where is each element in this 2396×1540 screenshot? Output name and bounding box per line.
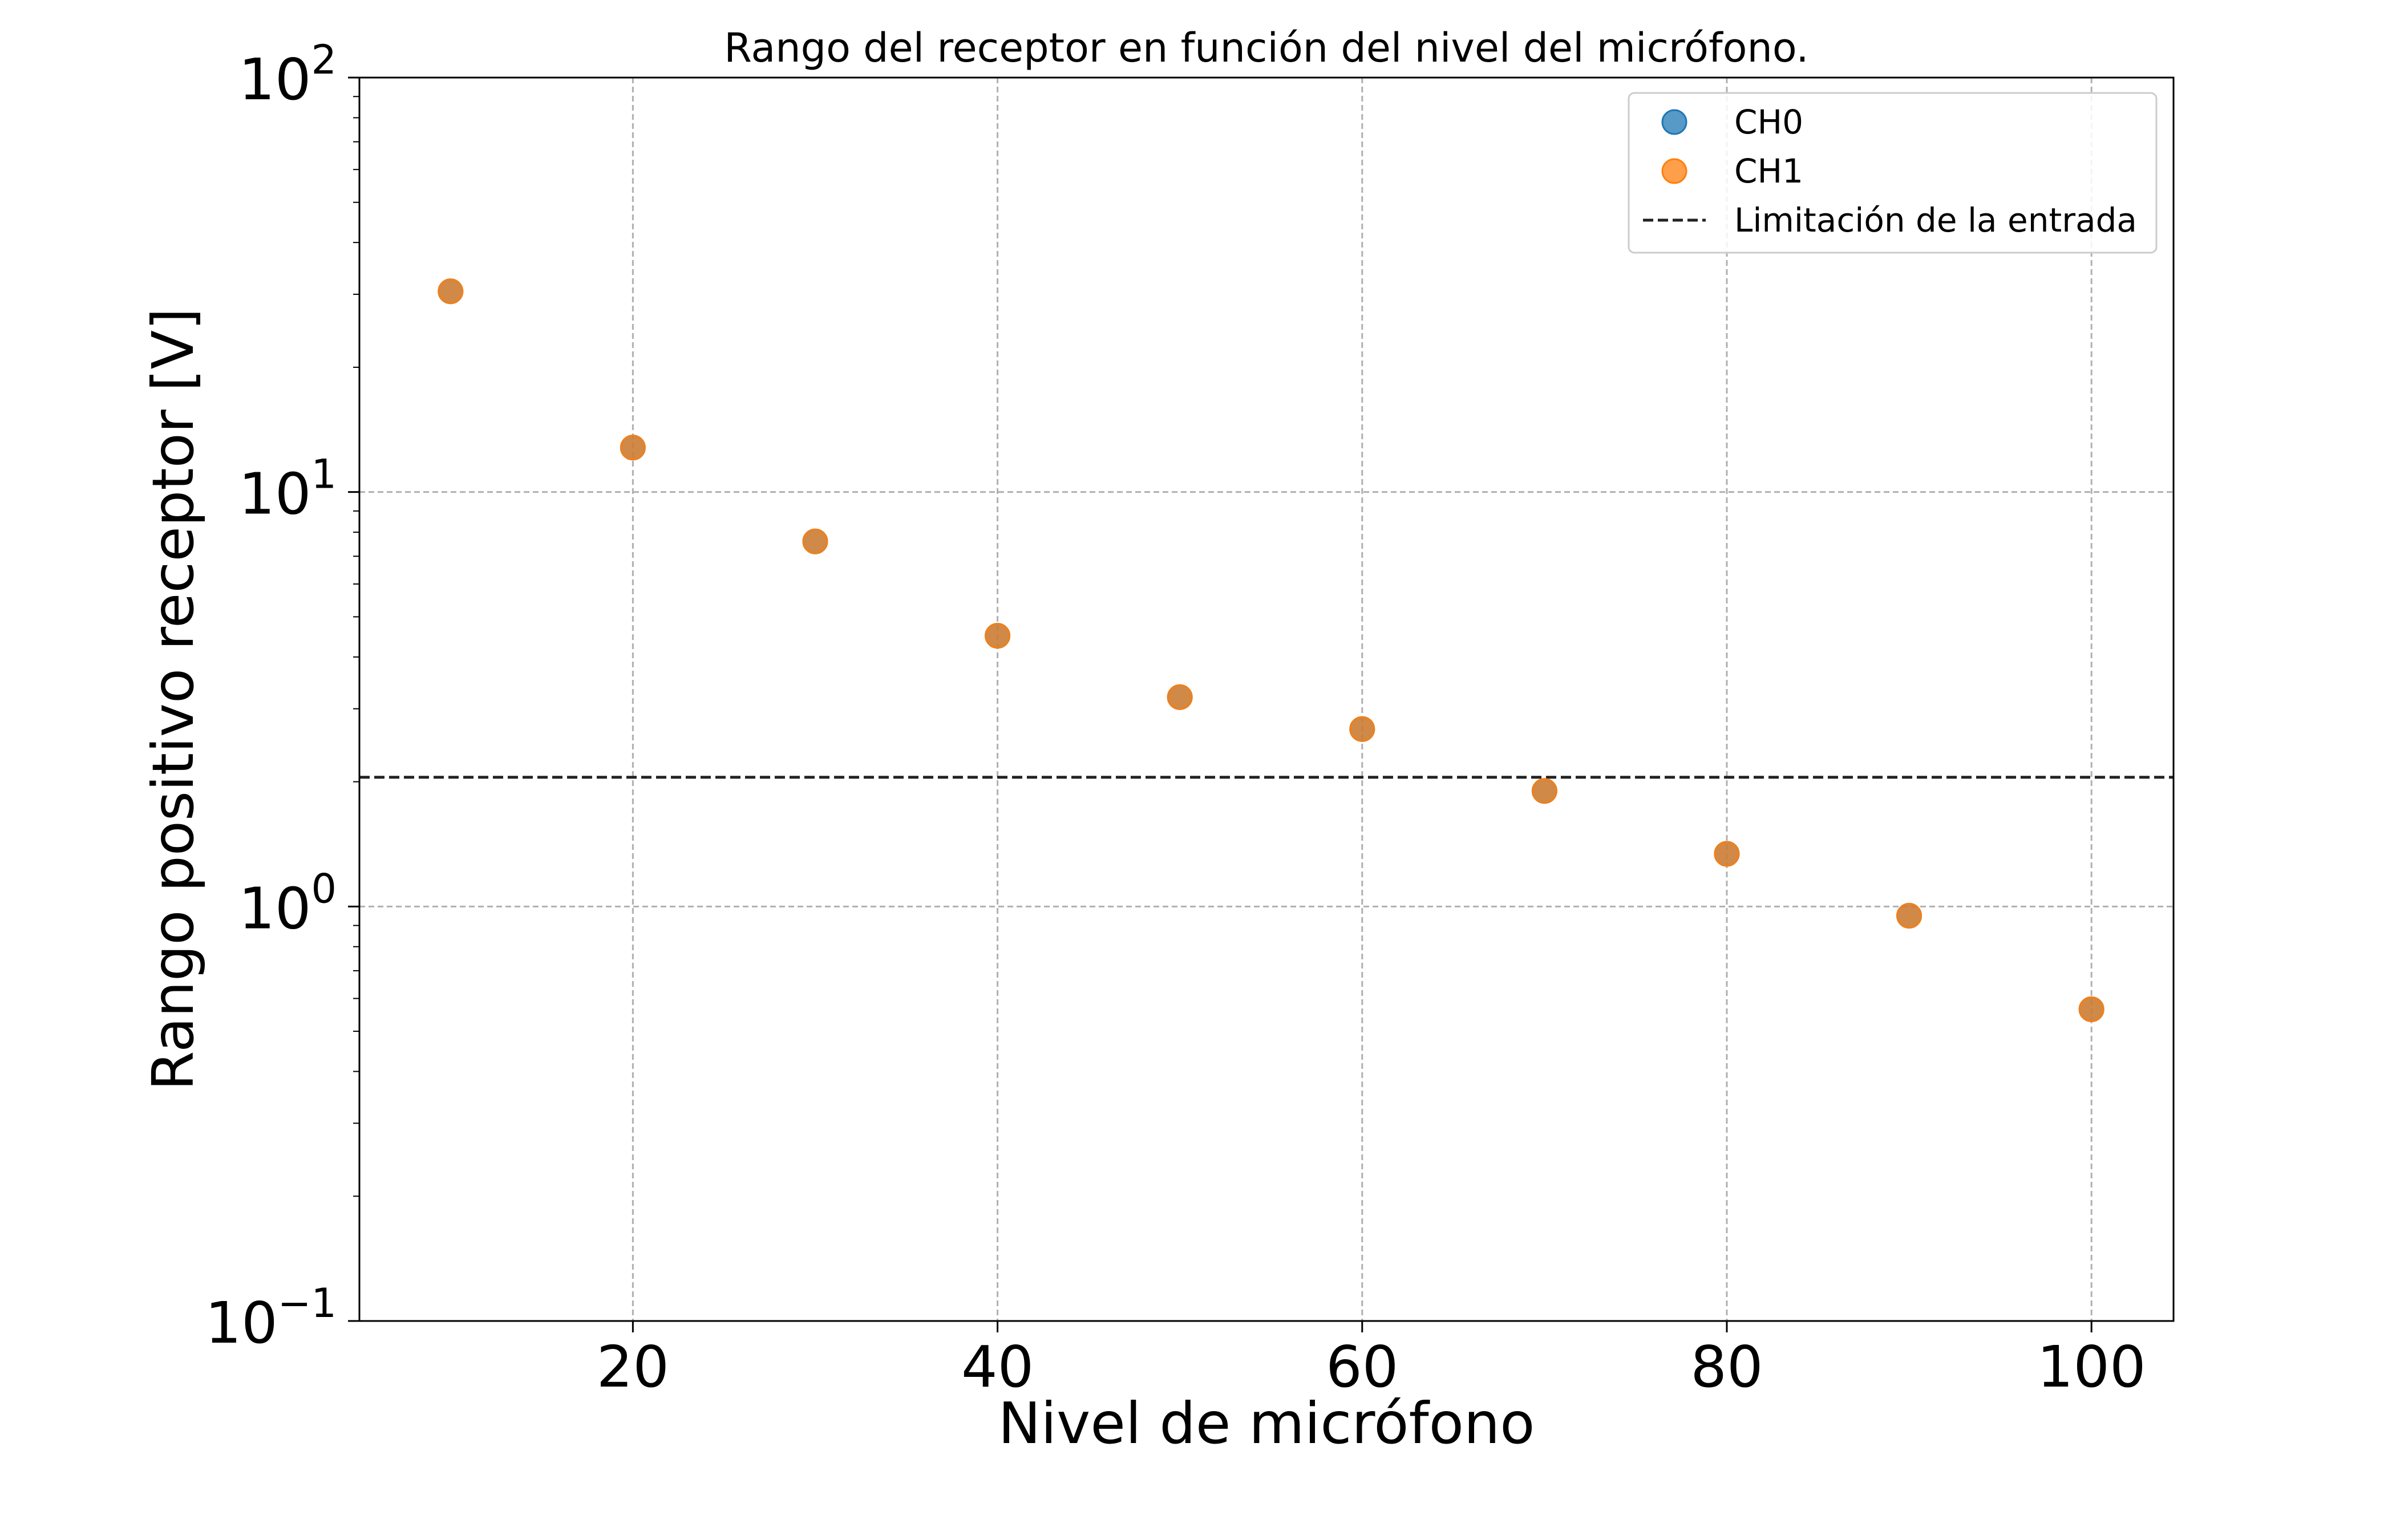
y-tick-label-base: 10 — [238, 875, 311, 942]
x-axis-label: Nivel de micrófono — [998, 1390, 1535, 1457]
x-tick-label-80: 80 — [1690, 1334, 1763, 1400]
point-ch1-8 — [1896, 903, 1923, 929]
legend-box — [1628, 92, 2158, 254]
y-axis-label: Rango positivo receptor [V] — [140, 308, 207, 1091]
data-points — [438, 278, 2104, 1023]
legend-marker-ch0 — [1661, 109, 1687, 135]
y-tick-label-base: 10 — [205, 1290, 278, 1356]
point-ch1-4 — [1167, 684, 1193, 710]
y-tick-label-base: 10 — [238, 461, 311, 528]
point-ch1-9 — [2078, 996, 2104, 1023]
ticks — [348, 76, 2093, 1332]
point-ch1-2 — [802, 528, 828, 554]
point-ch1-7 — [1714, 841, 1740, 867]
y-tick-label-0.1: 10−1 — [205, 1280, 337, 1356]
y-tick-label-10: 101 — [238, 451, 337, 528]
y-tick-label-base: 10 — [238, 46, 311, 113]
legend-label-limit: Limitación de la entrada — [1734, 201, 2137, 240]
point-ch1-3 — [985, 623, 1011, 649]
point-ch1-5 — [1349, 716, 1375, 742]
y-tick-label-100: 102 — [238, 37, 337, 113]
y-tick-label-exponent: −1 — [278, 1280, 337, 1327]
point-ch1-1 — [620, 435, 646, 461]
legend-label-ch1: CH1 — [1734, 152, 1803, 191]
axes-frame — [358, 76, 2175, 1322]
x-tick-label-60: 60 — [1326, 1334, 1398, 1400]
x-tick-label-100: 100 — [2037, 1334, 2146, 1400]
x-tick-label-20: 20 — [597, 1334, 669, 1400]
legend-label-ch0: CH0 — [1734, 103, 1803, 141]
y-tick-label-exponent: 2 — [311, 37, 337, 83]
y-tick-label-exponent: 1 — [311, 451, 337, 498]
y-tick-label-1: 100 — [238, 865, 337, 942]
grid — [359, 78, 2174, 1321]
chart-title: Rango del receptor en función del nivel … — [724, 25, 1808, 71]
x-tick-label-40: 40 — [961, 1334, 1034, 1400]
point-ch1-6 — [1531, 778, 1557, 804]
legend: CH0 CH1 Limitación de la entrada — [1628, 92, 2158, 254]
y-tick-label-exponent: 0 — [311, 865, 337, 912]
legend-marker-ch1 — [1661, 158, 1687, 184]
point-ch1-0 — [438, 278, 464, 305]
